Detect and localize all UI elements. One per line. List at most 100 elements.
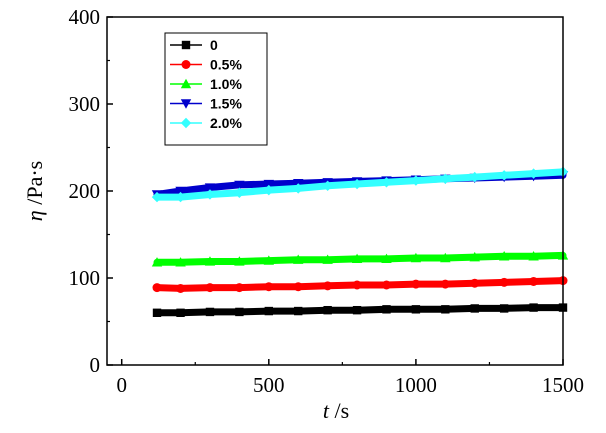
data-point xyxy=(381,280,391,290)
data-point xyxy=(293,183,304,194)
data-point xyxy=(352,305,362,315)
data-point xyxy=(441,305,450,314)
data-point xyxy=(440,252,451,263)
data-point xyxy=(411,305,421,314)
data-point xyxy=(381,253,392,264)
legend-item-1: 0.5% xyxy=(170,57,242,73)
data-point xyxy=(323,305,332,315)
data-point xyxy=(263,255,275,265)
series-2 xyxy=(151,250,569,267)
data-point xyxy=(204,189,216,200)
data-point xyxy=(322,180,333,191)
legend-box xyxy=(164,32,268,146)
data-point xyxy=(235,307,244,317)
data-point xyxy=(152,283,162,293)
data-point xyxy=(151,191,163,203)
data-point xyxy=(352,280,362,290)
axes-layer: 0 500 1000 1500 0 100 200 300 400 xyxy=(69,5,585,397)
data-point xyxy=(351,178,363,190)
x-axis-title: t /s xyxy=(323,398,349,423)
data-point xyxy=(264,282,274,292)
y-tick-label: 0 xyxy=(90,353,101,377)
y-axis-var: η xyxy=(22,210,47,221)
data-point xyxy=(205,283,215,293)
series-4 xyxy=(151,166,569,203)
data-point xyxy=(440,173,451,185)
data-point xyxy=(469,171,480,183)
data-point xyxy=(411,279,421,289)
y-tick-label: 200 xyxy=(69,179,101,203)
data-point xyxy=(204,183,216,193)
data-point xyxy=(293,254,304,264)
legend-marker xyxy=(180,78,192,89)
data-point xyxy=(498,170,510,181)
legend-label: 0 xyxy=(210,37,218,53)
data-point xyxy=(323,281,333,291)
y-tick-label: 100 xyxy=(69,266,101,290)
data-point xyxy=(381,177,392,188)
data-point xyxy=(498,251,510,261)
data-point xyxy=(234,256,245,266)
series-layer xyxy=(151,166,569,317)
data-point xyxy=(175,191,186,203)
data-point xyxy=(529,276,539,286)
data-point xyxy=(263,179,275,190)
data-point xyxy=(529,303,538,312)
data-point xyxy=(293,282,303,292)
data-point xyxy=(234,187,245,198)
y-tick-label: 400 xyxy=(69,5,101,29)
data-point xyxy=(205,307,215,317)
data-point xyxy=(351,253,363,264)
data-point xyxy=(204,256,216,266)
series-0 xyxy=(152,303,568,317)
x-axis-var: t xyxy=(323,398,330,423)
legend-marker xyxy=(180,99,192,109)
data-point xyxy=(176,283,186,293)
x-axis-unit: /s xyxy=(329,398,349,423)
data-point xyxy=(175,257,186,267)
x-tick-label: 0 xyxy=(116,373,127,397)
y-axis-title: η /Pa·s xyxy=(22,161,47,221)
legend-item-3: 1.5% xyxy=(170,96,242,112)
data-point xyxy=(234,283,244,293)
legend: 0 0.5% 1.0% 1.5% 2.0% xyxy=(164,32,268,146)
data-point xyxy=(410,175,422,186)
x-tick-label: 500 xyxy=(253,373,285,397)
legend-label: 1.0% xyxy=(210,76,242,92)
legend-marker xyxy=(180,117,192,129)
data-point xyxy=(152,308,162,317)
data-point xyxy=(470,278,480,288)
legend-item-2: 1.0% xyxy=(170,76,242,92)
data-point xyxy=(469,251,480,262)
legend-label: 1.5% xyxy=(210,96,242,112)
data-point xyxy=(382,305,391,314)
legend-item-4: 2.0% xyxy=(170,115,242,131)
data-point xyxy=(470,304,479,313)
data-point xyxy=(294,306,303,316)
data-point xyxy=(322,254,333,264)
data-point xyxy=(528,251,539,261)
data-point xyxy=(263,184,275,196)
x-tick-label: 1500 xyxy=(542,373,584,397)
legend-item-0: 0 xyxy=(170,37,218,53)
data-point xyxy=(175,186,186,197)
series-1 xyxy=(152,276,568,293)
legend-marker xyxy=(181,60,191,69)
data-point xyxy=(234,180,245,191)
data-point xyxy=(499,304,509,313)
data-point xyxy=(440,279,450,289)
data-point xyxy=(410,252,422,263)
data-point xyxy=(264,306,274,316)
data-point xyxy=(499,277,509,287)
y-axis-unit: /Pa·s xyxy=(22,161,47,211)
data-point xyxy=(528,168,539,179)
legend-marker xyxy=(181,40,191,50)
legend-label: 0.5% xyxy=(210,57,242,73)
y-tick-label: 300 xyxy=(69,92,101,116)
data-point xyxy=(151,257,163,267)
x-tick-label: 1000 xyxy=(395,373,437,397)
data-point xyxy=(176,308,185,317)
legend-label: 2.0% xyxy=(210,115,242,131)
